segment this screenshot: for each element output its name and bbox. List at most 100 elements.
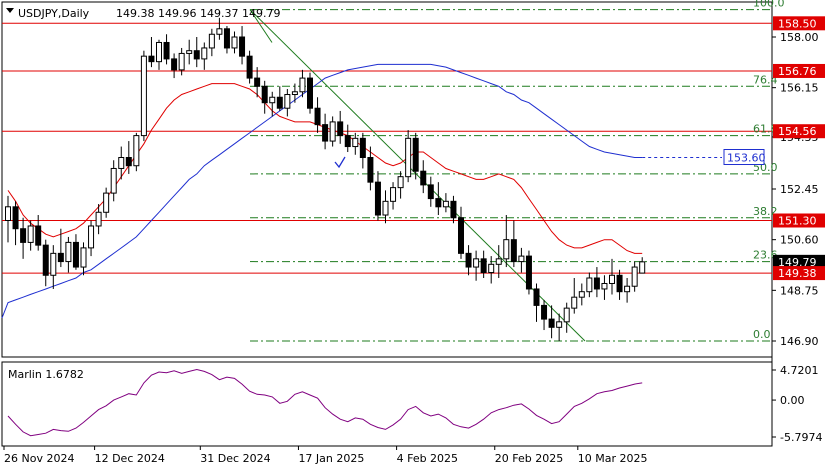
fib-label-1: 76.4 <box>753 73 778 86</box>
candle-bull <box>208 33 215 49</box>
candle-bear <box>337 121 344 137</box>
candle-bear <box>254 77 261 87</box>
candle-bear <box>12 206 19 230</box>
candle-bear <box>171 58 178 71</box>
candle-bull <box>352 137 359 148</box>
price-tag-label-1: 156.76 <box>778 65 817 78</box>
candle-bear <box>420 170 427 186</box>
candle-bull <box>442 200 449 208</box>
candle-bear <box>148 55 155 63</box>
price-tag-1 <box>773 63 825 78</box>
candle-bull <box>140 55 147 137</box>
indicator-label: Marlin 1.6782 <box>8 368 84 381</box>
candle-bull <box>50 252 57 276</box>
candle-bull <box>133 135 140 167</box>
ohlc-readout: 149.38 149.96 149.37 149.79 <box>116 7 280 20</box>
candle-bull <box>382 200 389 216</box>
candle-bear <box>42 244 49 276</box>
candle-bull <box>231 36 238 49</box>
candle-bull <box>186 50 193 54</box>
candle-bull <box>624 285 631 293</box>
candle-bull <box>631 266 638 287</box>
candle-bull <box>291 91 298 96</box>
price-tag-3 <box>773 213 825 228</box>
main-panel <box>1 1 773 358</box>
candle-bull <box>110 167 117 194</box>
candle-bull <box>390 187 397 202</box>
candles <box>5 17 646 341</box>
horizontal-levels <box>2 22 772 274</box>
collapse-triangle-icon[interactable] <box>6 8 14 13</box>
price-tick-label: 152.45 <box>780 183 819 196</box>
candle-bull <box>518 255 525 263</box>
price-tick-label: 156.15 <box>780 82 819 95</box>
fib-label-4: 38.2 <box>753 205 778 218</box>
candle-bear <box>616 274 623 293</box>
candle-bear <box>359 137 366 159</box>
oscillator-line <box>7 368 643 437</box>
price-axis: 158.00156.15154.35152.45150.60148.75146.… <box>772 31 822 444</box>
candle-bull <box>27 225 34 243</box>
candle-bull <box>284 94 291 109</box>
candle-bull <box>586 277 593 293</box>
candle-bear <box>412 137 419 172</box>
candle-bull <box>397 176 404 189</box>
candle-bear <box>57 252 64 263</box>
candle-bull <box>216 28 223 35</box>
time-tick-label: 31 Dec 2024 <box>200 452 270 465</box>
candle-bear <box>458 217 464 254</box>
fib-label-0: 100.0 <box>753 0 785 10</box>
ma-blue-line <box>1 63 643 319</box>
time-tick-label: 4 Feb 2025 <box>397 452 458 465</box>
check-mark-icon <box>334 156 346 169</box>
candle-bull <box>201 47 208 60</box>
candle-bull <box>563 307 570 323</box>
fib-label-5: 23.6 <box>753 249 778 262</box>
time-tick-label: 17 Jan 2025 <box>298 452 364 465</box>
price-tag-label-4: 149.79 <box>778 256 817 269</box>
candle-bear <box>525 255 532 290</box>
candle-bull <box>601 282 608 290</box>
candle-bear <box>163 41 170 60</box>
candle-bull <box>405 137 412 178</box>
target-label: 153.60 <box>727 152 766 165</box>
time-tick-label: 12 Dec 2024 <box>95 452 165 465</box>
candle-bear <box>223 28 230 49</box>
osc-tick-label: 0.00 <box>780 394 805 407</box>
candle-bear <box>374 181 381 216</box>
candle-bear <box>322 124 329 142</box>
candle-bear <box>541 304 548 320</box>
osc-tick-label: 4.7201 <box>780 364 819 377</box>
candle-bull <box>118 157 125 169</box>
candle-bull <box>103 192 110 213</box>
fibonacci-levels: 100.076.461.850.038.223.60.0 <box>250 0 785 342</box>
symbol-label: USDJPY,Daily <box>18 7 90 20</box>
candle-bull <box>609 274 615 284</box>
time-tick-label: 20 Feb 2025 <box>495 452 563 465</box>
price-tag-label-0: 158.50 <box>778 17 817 30</box>
candle-bull <box>269 96 276 104</box>
candle-bull <box>178 52 185 71</box>
candle-bear <box>72 241 79 268</box>
candle-bear <box>450 200 457 219</box>
price-tag-0 <box>773 16 825 31</box>
candle-bear <box>367 157 374 183</box>
oscillator <box>7 368 643 437</box>
candle-bull <box>578 291 585 298</box>
osc-tick-label: -5.7974 <box>780 431 822 444</box>
candle-bull <box>503 239 510 260</box>
candle-bear <box>593 277 600 290</box>
price-tag-5 <box>773 266 825 281</box>
candle-bear <box>125 157 132 167</box>
candle-bull <box>299 77 306 93</box>
fib-label-6: 0.0 <box>753 328 771 341</box>
time-tick-label: 26 Nov 2024 <box>4 452 74 465</box>
price-tick-label: 148.75 <box>780 284 819 297</box>
candle-bear <box>276 96 283 109</box>
target-box <box>723 149 765 166</box>
candle-bear <box>193 50 200 60</box>
candle-bear <box>314 107 321 126</box>
time-axis: 26 Nov 2024 12 Dec 2024 31 Dec 2024 17 Jan … <box>3 446 648 465</box>
candle-bull <box>556 321 563 328</box>
